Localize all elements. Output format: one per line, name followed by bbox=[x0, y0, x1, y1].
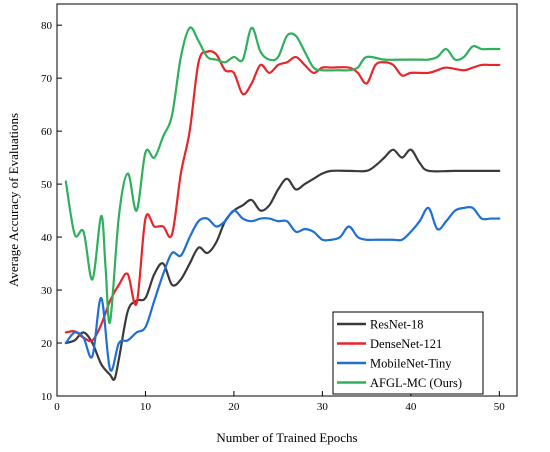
y-axis-title: Average Accuracy of Evaluations bbox=[6, 113, 21, 287]
y-tick-label: 10 bbox=[41, 391, 53, 403]
plot-frame bbox=[56, 3, 518, 397]
y-tick-label: 30 bbox=[41, 285, 53, 297]
x-axis-title: Number of Trained Epochs bbox=[216, 430, 357, 445]
y-tick-label: 40 bbox=[41, 232, 53, 244]
y-tick-label: 60 bbox=[41, 126, 53, 138]
legend-label-afgl-mc-ours: AFGL-MC (Ours) bbox=[370, 376, 462, 390]
series-line-mobilenet-tiny bbox=[64, 205, 501, 372]
legend-box bbox=[332, 311, 484, 395]
y-tick-label: 70 bbox=[41, 73, 53, 85]
y-tick-label: 80 bbox=[41, 20, 53, 32]
x-tick-label: 40 bbox=[405, 401, 417, 413]
x-tick-label: 10 bbox=[140, 401, 152, 413]
series-lines bbox=[64, 26, 501, 381]
legend-label-resnet-18: ResNet-18 bbox=[370, 318, 423, 332]
series-line-densenet-121 bbox=[64, 49, 501, 343]
y-tick-label: 20 bbox=[41, 338, 53, 350]
series-line-resnet-18 bbox=[64, 148, 501, 381]
x-tick-label: 20 bbox=[228, 401, 240, 413]
x-tick-label: 0 bbox=[54, 401, 60, 413]
legend-label-mobilenet-tiny: MobileNet-Tiny bbox=[370, 357, 452, 371]
y-tick-label: 50 bbox=[41, 179, 53, 191]
legend-label-densenet-121: DenseNet-121 bbox=[370, 337, 442, 351]
series-line-afgl-mc-ours bbox=[64, 26, 501, 325]
x-tick-label: 50 bbox=[494, 401, 506, 413]
x-tick-label: 30 bbox=[317, 401, 329, 413]
legend: ResNet-18 DenseNet-121 MobileNet-Tiny AFGL-… bbox=[332, 311, 484, 395]
